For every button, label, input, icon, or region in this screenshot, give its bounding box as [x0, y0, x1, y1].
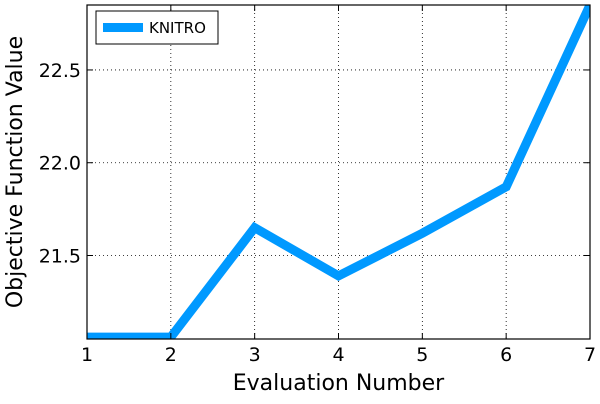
series-layer: [87, 5, 590, 339]
x-tick-label: 5: [416, 344, 428, 366]
legend: KNITRO: [95, 10, 219, 45]
y-tick-label: 22.0: [39, 153, 81, 175]
y-tick-label: 22.5: [39, 60, 81, 82]
x-tick-label: 6: [500, 344, 512, 366]
legend-label-knitro: KNITRO: [149, 19, 206, 37]
y-tick-label: 21.5: [39, 246, 81, 268]
y-axis-label: Objective Function Value: [3, 36, 28, 308]
x-tick-label: 2: [165, 344, 177, 366]
tick-labels: 1 2 3 4 5 6 7 21.5 22.0 22.5: [39, 60, 596, 366]
x-tick-label: 1: [81, 344, 93, 366]
x-tick-label: 7: [584, 344, 596, 366]
x-axis-label: Evaluation Number: [233, 371, 445, 396]
series-line-knitro: [87, 5, 590, 339]
x-tick-label: 3: [249, 344, 261, 366]
tick-marks: [86, 5, 591, 339]
x-tick-label: 4: [332, 344, 344, 366]
